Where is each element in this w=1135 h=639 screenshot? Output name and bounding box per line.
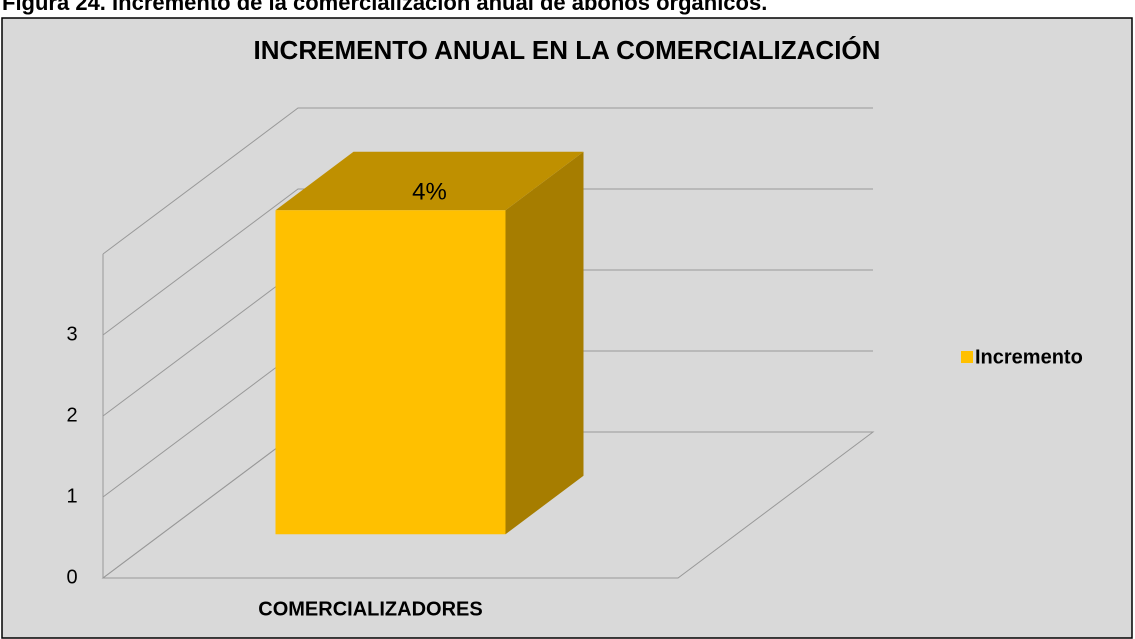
- y-tick-label: 3: [66, 323, 77, 345]
- caption: Figura 24. Incremento de la comercializa…: [2, 0, 767, 15]
- legend-label: Incremento: [975, 346, 1083, 368]
- bar-top: [275, 151, 584, 211]
- chart-title: INCREMENTO ANUAL EN LA COMERCIALIZACIÓN: [254, 35, 881, 65]
- y-tick-label: 2: [66, 404, 77, 426]
- back-wall-edge: [102, 107, 873, 255]
- y-tick-label: 1: [66, 485, 77, 507]
- bar: [275, 210, 506, 535]
- grid-line: [102, 188, 873, 336]
- x-tick-label: COMERCIALIZADORES: [258, 598, 482, 620]
- data-label: 4%: [412, 178, 447, 205]
- y-tick-label: 0: [66, 566, 77, 588]
- bar-side: [505, 151, 584, 535]
- legend-swatch: [961, 351, 973, 363]
